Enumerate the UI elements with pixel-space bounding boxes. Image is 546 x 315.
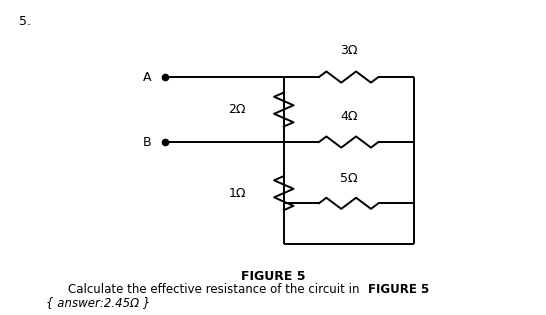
Text: B: B xyxy=(143,135,151,149)
Text: A: A xyxy=(143,71,151,83)
Text: 5.: 5. xyxy=(19,15,31,28)
Text: FIGURE 5: FIGURE 5 xyxy=(241,270,305,283)
Text: .: . xyxy=(420,283,424,295)
Text: { answer:2.45Ω }: { answer:2.45Ω } xyxy=(46,296,150,309)
Text: 3Ω: 3Ω xyxy=(340,44,358,57)
Text: 5Ω: 5Ω xyxy=(340,172,358,185)
Text: Calculate the effective resistance of the circuit in: Calculate the effective resistance of th… xyxy=(68,283,363,295)
Text: FIGURE 5: FIGURE 5 xyxy=(367,283,429,295)
Text: 2Ω: 2Ω xyxy=(228,103,246,116)
Text: 1Ω: 1Ω xyxy=(228,186,246,200)
Text: 4Ω: 4Ω xyxy=(340,111,358,123)
